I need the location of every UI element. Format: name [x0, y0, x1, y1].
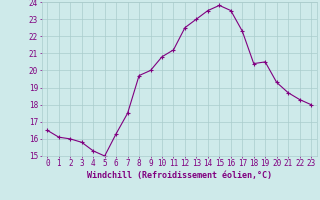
X-axis label: Windchill (Refroidissement éolien,°C): Windchill (Refroidissement éolien,°C)	[87, 171, 272, 180]
